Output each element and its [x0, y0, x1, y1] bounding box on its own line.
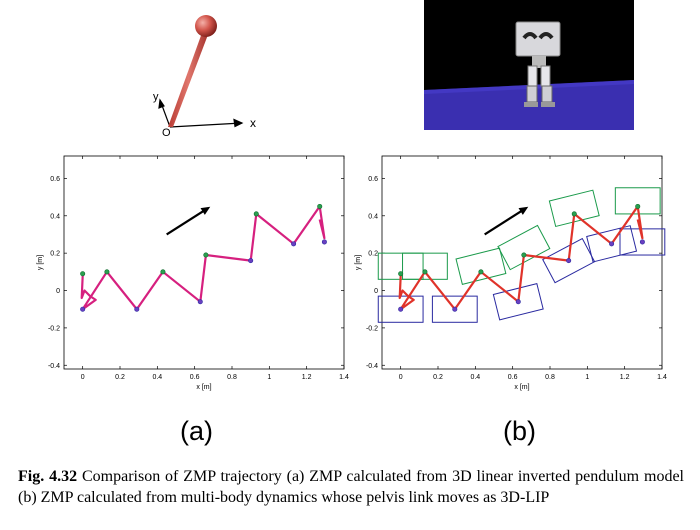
left-footprint	[455, 247, 507, 285]
y-tick-label: 0.4	[50, 213, 60, 220]
pendulum-mass	[195, 15, 217, 37]
x-tick-label: 0	[81, 374, 85, 381]
right-foot-marker	[639, 239, 645, 245]
x-tick-label: 1.4	[657, 374, 667, 381]
subfigure-label-a: (a)	[180, 416, 213, 446]
y-tick-label: -0.4	[48, 363, 60, 370]
x-tick-label: 0.2	[433, 374, 443, 381]
right-foot-marker	[321, 239, 327, 245]
x-tick-label: 1.2	[620, 374, 630, 381]
y-axis-label: y [m]	[37, 255, 44, 270]
x-tick-label: 0.4	[470, 374, 480, 381]
robot-render	[424, 0, 634, 130]
direction-arrowhead	[200, 206, 211, 215]
direction-arrow	[166, 207, 209, 236]
left-footprint	[402, 252, 448, 280]
y-tick-label: 0	[56, 288, 60, 295]
x-tick-label: 0.2	[115, 374, 125, 381]
left-footprint	[548, 189, 600, 228]
left-foot-marker	[635, 203, 641, 209]
right-foot-marker	[515, 299, 521, 305]
right-foot-marker	[80, 306, 86, 312]
right-footprint	[619, 228, 666, 256]
x-tick-label: 0.8	[227, 374, 237, 381]
right-foot-marker	[398, 306, 404, 312]
right-foot-marker	[248, 258, 254, 264]
robot-figure	[515, 21, 561, 107]
zmp-plot-b: 0 0.2 0.4 0.6 0.8 1 1.2 1.4 0.6 0.4 0.2 0 -0.2 -0.4 x …	[355, 155, 667, 391]
y-tick-label: -0.2	[48, 325, 60, 332]
y-tick-label: 0.6	[50, 176, 60, 183]
pendulum-axes	[158, 98, 244, 128]
x-tick-label: 1	[585, 374, 589, 381]
left-foot-marker	[521, 252, 527, 258]
x-tick-label: 0	[399, 374, 403, 381]
y-tick-label: 0	[374, 288, 378, 295]
left-foot-marker	[80, 271, 86, 277]
y-tick-label: -0.2	[366, 325, 378, 332]
left-footprint	[497, 224, 551, 271]
x-axis-label: x [m]	[514, 384, 529, 391]
direction-arrow	[484, 207, 527, 236]
x-tick-label: 1.4	[339, 374, 349, 381]
left-foot-marker	[104, 269, 110, 275]
x-tick-label: 1.2	[302, 374, 312, 381]
right-foot-marker	[197, 299, 203, 305]
x-tick-label: 0.8	[545, 374, 555, 381]
axis-x-label: x	[250, 116, 256, 130]
right-foot-marker	[566, 258, 572, 264]
subfigure-label-b: (b)	[503, 416, 536, 446]
left-foot-marker	[203, 252, 209, 258]
left-foot-marker	[317, 203, 323, 209]
right-footprint	[492, 283, 544, 321]
figure-caption: Fig. 4.32 Comparison of ZMP trajectory (…	[18, 466, 684, 508]
y-tick-label: 0.2	[368, 251, 378, 258]
y-axis-label: y [m]	[355, 255, 362, 270]
x-axis-label: x [m]	[196, 384, 211, 391]
pendulum-diagram: y x O	[153, 15, 256, 139]
x-tick-label: 0.6	[508, 374, 518, 381]
right-footprint	[431, 295, 478, 323]
caption-label: Fig. 4.32	[18, 468, 78, 485]
pendulum-rod	[168, 30, 209, 127]
left-foot-marker	[160, 269, 166, 275]
left-foot-marker	[478, 269, 484, 275]
right-footprint	[586, 225, 638, 263]
zmp-plot-a: 0 0.2 0.4 0.6 0.8 1 1.2 1.4 0.6 0.4 0.2 0 -0.2 -0.4 x …	[37, 155, 349, 391]
left-foot-marker	[398, 271, 404, 277]
left-foot-marker	[253, 211, 259, 217]
x-tick-label: 0.6	[190, 374, 200, 381]
y-tick-label: -0.4	[366, 363, 378, 370]
y-tick-label: 0.6	[368, 176, 378, 183]
origin-label: O	[162, 127, 171, 139]
y-tick-label: 0.4	[368, 213, 378, 220]
direction-arrowhead	[518, 206, 529, 215]
right-foot-marker	[609, 241, 615, 247]
right-foot-marker	[134, 306, 140, 312]
x-tick-label: 1	[267, 374, 271, 381]
y-tick-label: 0.2	[50, 251, 60, 258]
axis-y-label: y	[153, 91, 159, 103]
caption-text: Comparison of ZMP trajectory (a) ZMP cal…	[18, 468, 684, 506]
left-foot-marker	[571, 211, 577, 217]
right-foot-marker	[291, 241, 297, 247]
right-foot-marker	[452, 306, 458, 312]
right-footprint	[542, 237, 596, 284]
x-tick-label: 0.4	[152, 374, 162, 381]
left-foot-marker	[422, 269, 428, 275]
